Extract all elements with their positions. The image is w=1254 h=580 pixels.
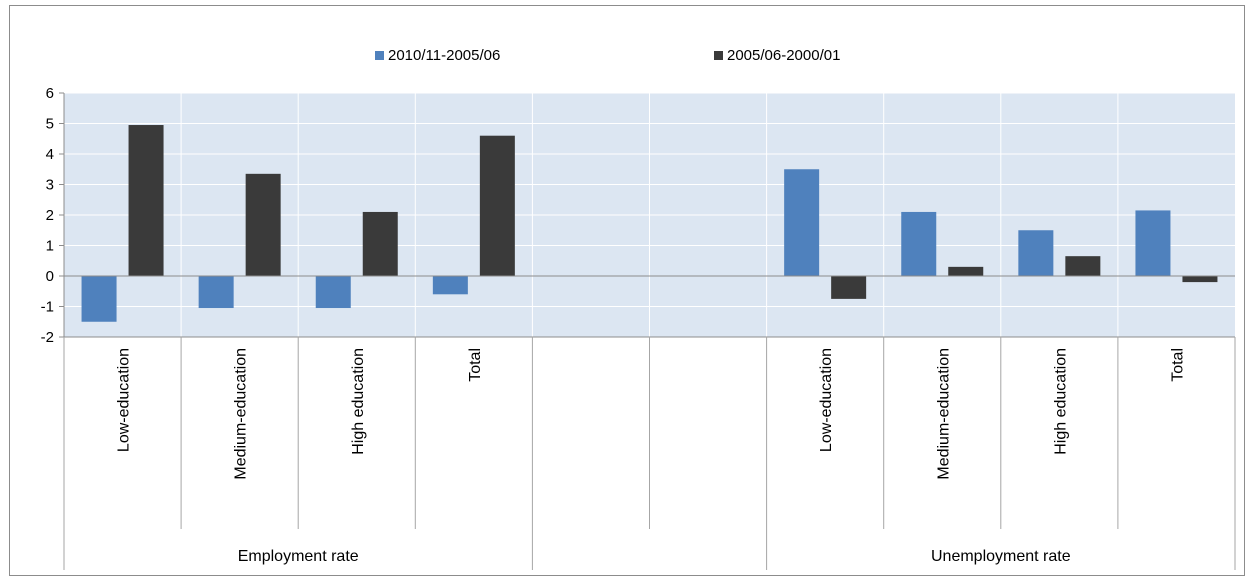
x-category-label: High education xyxy=(350,348,367,455)
bar-series-2 xyxy=(1182,276,1218,283)
bar-series-1 xyxy=(901,211,937,276)
bar-series-1 xyxy=(432,276,468,295)
bar-series-1 xyxy=(1135,210,1171,276)
axes xyxy=(59,92,1236,570)
y-axis-ticks: -2 -1 0 1 2 3 4 5 6 xyxy=(41,85,54,346)
bar-series-2 xyxy=(831,276,867,299)
group-label-unemployment-rate: Unemployment rate xyxy=(931,548,1071,565)
x-category-label: High education xyxy=(1052,348,1069,455)
bar-series-1 xyxy=(1018,230,1054,276)
bar-series-2 xyxy=(362,211,398,276)
legend-swatch-series-2 xyxy=(714,51,723,60)
x-category-label: Medium-education xyxy=(233,348,250,480)
x-category-label: Low-education xyxy=(818,348,835,452)
y-tick-label: 5 xyxy=(46,116,54,133)
bar-series-2 xyxy=(1065,256,1101,276)
bar-series-2 xyxy=(128,125,164,277)
x-axis-category-labels: Low-education Medium-education High educat… xyxy=(116,348,1187,480)
y-tick-label: 4 xyxy=(46,146,54,163)
x-category-label: Total xyxy=(1169,348,1186,382)
legend-label-series-1: 2010/11-2005/06 xyxy=(388,47,500,64)
bar-series-2 xyxy=(245,173,281,276)
chart-frame: 2010/11-2005/06 2005/06-2000/01 -2 -1 0 1 2 3… xyxy=(9,5,1245,576)
y-tick-label: 2 xyxy=(46,207,54,224)
bar-series-1 xyxy=(198,276,234,309)
legend-swatch-series-1 xyxy=(375,51,384,60)
bar-series-2 xyxy=(479,135,515,276)
bar-series-2 xyxy=(948,266,984,276)
y-tick-label: 6 xyxy=(46,85,54,102)
bar-chart: 2010/11-2005/06 2005/06-2000/01 -2 -1 0 1 2 3… xyxy=(41,47,1236,570)
bar-series-1 xyxy=(81,276,117,322)
bar-series-1 xyxy=(315,276,351,309)
y-tick-label: -1 xyxy=(41,299,54,316)
group-label-employment-rate: Employment rate xyxy=(238,548,359,565)
legend-label-series-2: 2005/06-2000/01 xyxy=(727,47,840,64)
x-category-label: Low-education xyxy=(116,348,133,452)
legend: 2010/11-2005/06 2005/06-2000/01 xyxy=(375,47,840,64)
x-axis-group-labels: Employment rate Unemployment rate xyxy=(238,548,1071,565)
bar-series-1 xyxy=(784,169,820,276)
y-tick-label: 0 xyxy=(46,268,54,285)
x-category-label: Medium-education xyxy=(935,348,952,480)
y-tick-label: 3 xyxy=(46,177,54,194)
y-tick-label: 1 xyxy=(46,238,54,255)
x-category-label: Total xyxy=(467,348,484,382)
y-tick-label: -2 xyxy=(41,329,54,346)
bars xyxy=(81,125,1218,322)
